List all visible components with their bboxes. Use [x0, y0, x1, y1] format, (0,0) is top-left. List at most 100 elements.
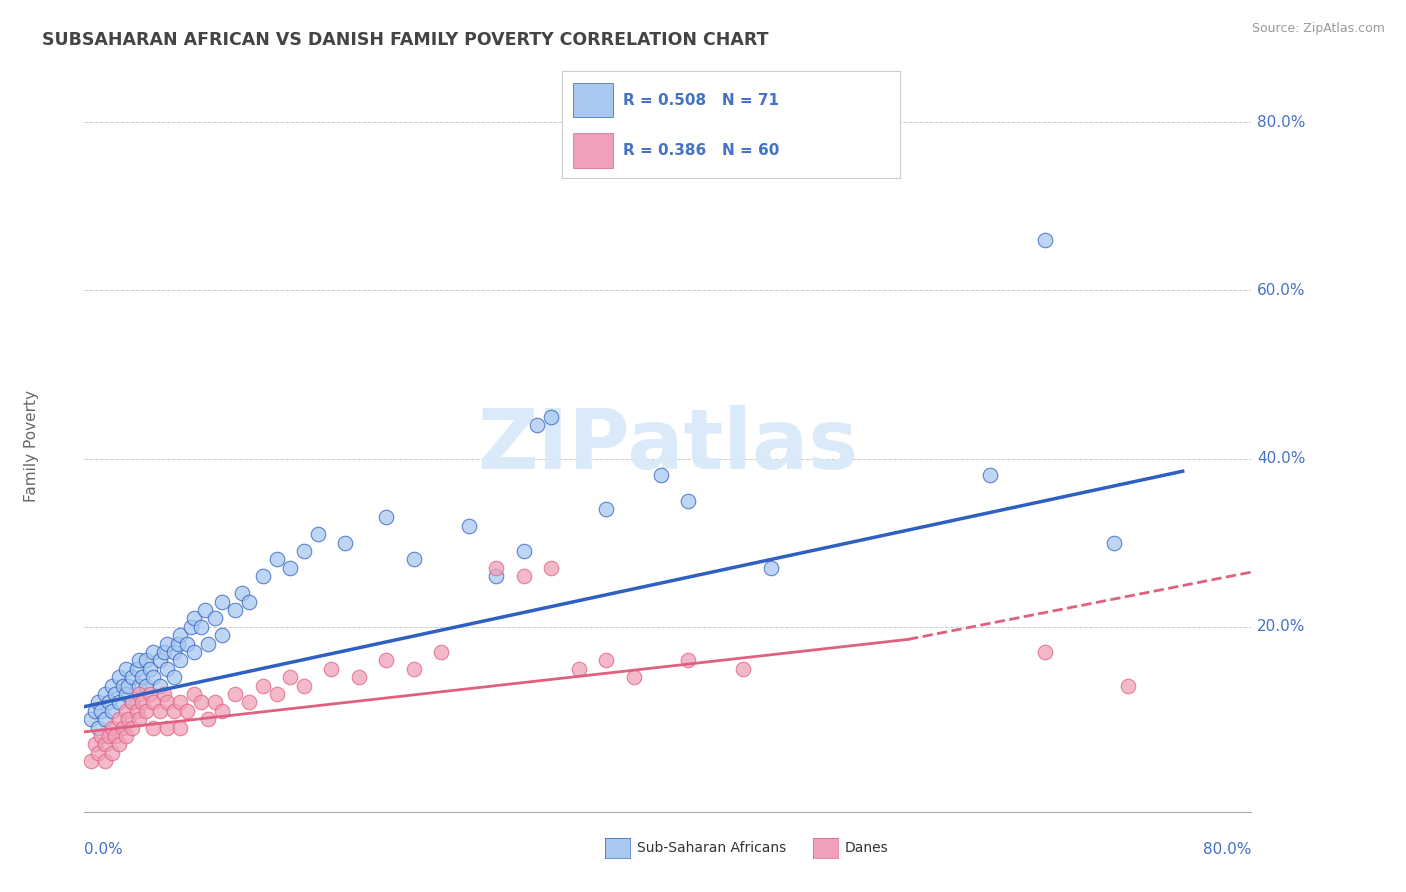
Point [402, 552, 425, 566]
Point [131, 695, 153, 709]
Point [135, 653, 157, 667]
Point [197, 636, 219, 650]
Point [121, 695, 143, 709]
Point [80, 754, 103, 768]
Point [252, 679, 274, 693]
Point [125, 704, 148, 718]
Point [568, 662, 591, 676]
Point [512, 569, 534, 583]
Point [204, 695, 226, 709]
Point [307, 527, 329, 541]
Text: Family Poverty: Family Poverty [24, 390, 39, 502]
Point [87, 695, 110, 709]
Point [238, 695, 260, 709]
Point [211, 704, 233, 718]
Point [266, 687, 288, 701]
Point [231, 586, 253, 600]
Point [166, 636, 188, 650]
Point [1035, 645, 1057, 659]
Point [101, 746, 124, 760]
Text: 20.0%: 20.0% [1257, 619, 1306, 634]
Point [623, 670, 645, 684]
Point [335, 535, 357, 549]
Point [111, 679, 134, 693]
Point [107, 738, 129, 752]
Point [224, 603, 246, 617]
Point [169, 721, 191, 735]
Point [149, 653, 172, 667]
Text: 60.0%: 60.0% [1257, 283, 1306, 298]
Point [321, 662, 343, 676]
Point [979, 468, 1001, 483]
Point [1035, 233, 1057, 247]
Point [142, 695, 165, 709]
Point [84, 738, 107, 752]
Point [162, 704, 184, 718]
Point [128, 679, 150, 693]
Point [347, 670, 370, 684]
Point [103, 687, 125, 701]
Point [87, 746, 110, 760]
Point [485, 569, 508, 583]
Point [142, 645, 165, 659]
Point [733, 662, 755, 676]
Point [156, 721, 179, 735]
Point [512, 544, 534, 558]
Point [278, 561, 301, 575]
Point [125, 662, 148, 676]
Point [153, 687, 176, 701]
Point [101, 704, 124, 718]
Point [117, 679, 139, 693]
Point [121, 695, 143, 709]
Point [176, 636, 198, 650]
Point [98, 695, 121, 709]
Point [101, 721, 124, 735]
Point [238, 594, 260, 608]
Text: 80.0%: 80.0% [1257, 115, 1306, 130]
Point [183, 611, 205, 625]
Point [87, 721, 110, 735]
Text: ZIPatlas: ZIPatlas [478, 406, 858, 486]
Point [139, 662, 162, 676]
Point [114, 662, 136, 676]
Point [107, 670, 129, 684]
Point [183, 645, 205, 659]
Point [156, 662, 179, 676]
Point [169, 628, 191, 642]
Point [90, 729, 112, 743]
Point [375, 510, 398, 524]
Point [153, 645, 176, 659]
Point [128, 653, 150, 667]
Text: 0.0%: 0.0% [84, 842, 124, 856]
Point [94, 687, 117, 701]
Point [121, 721, 143, 735]
Point [292, 679, 315, 693]
Point [430, 645, 453, 659]
Point [142, 721, 165, 735]
Point [103, 729, 125, 743]
Text: SUBSAHARAN AFRICAN VS DANISH FAMILY POVERTY CORRELATION CHART: SUBSAHARAN AFRICAN VS DANISH FAMILY POVE… [42, 31, 769, 49]
Point [101, 679, 124, 693]
Point [156, 695, 179, 709]
Point [759, 561, 782, 575]
Point [678, 653, 700, 667]
Point [107, 695, 129, 709]
Point [526, 417, 548, 432]
Point [114, 687, 136, 701]
Text: Sub-Saharan Africans: Sub-Saharan Africans [637, 841, 786, 855]
Point [194, 603, 217, 617]
Point [190, 695, 212, 709]
Text: Source: ZipAtlas.com: Source: ZipAtlas.com [1251, 22, 1385, 36]
Point [84, 704, 107, 718]
Point [1102, 535, 1125, 549]
Point [121, 670, 143, 684]
Point [94, 754, 117, 768]
Point [117, 712, 139, 726]
Point [292, 544, 315, 558]
Point [183, 687, 205, 701]
Text: R = 0.386   N = 60: R = 0.386 N = 60 [623, 143, 779, 158]
Point [190, 620, 212, 634]
Point [402, 662, 425, 676]
Point [80, 712, 103, 726]
Point [485, 561, 508, 575]
